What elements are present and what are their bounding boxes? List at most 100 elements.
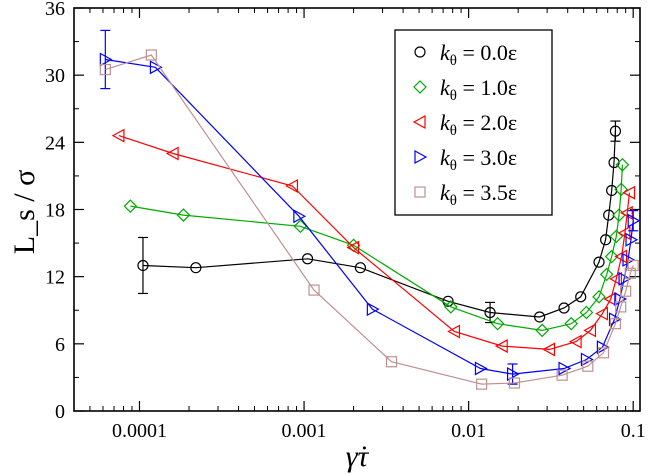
data-point <box>346 240 360 255</box>
y-axis-label: L_s / σ <box>8 170 41 255</box>
data-point <box>293 219 308 234</box>
series-line <box>105 58 634 375</box>
data-point <box>608 312 622 327</box>
data-point <box>99 63 111 76</box>
data-point <box>609 318 622 330</box>
series-line <box>118 135 631 351</box>
legend: kθ = 0.0ε kθ = 1.0ε kθ = 2.0ε kθ = 3.0ε kθ =… <box>394 29 553 216</box>
data-point <box>476 378 488 390</box>
series-line <box>142 131 616 318</box>
y-tick-label: 18 <box>45 200 65 222</box>
data-point <box>624 267 636 279</box>
data-point <box>474 361 488 376</box>
data-point <box>99 52 113 67</box>
data-point <box>612 208 626 222</box>
data-point <box>145 49 157 61</box>
series-2 <box>111 128 636 357</box>
y-tick-label: 36 <box>45 0 65 20</box>
data-point <box>620 285 632 297</box>
legend-entry: kθ = 1.0ε <box>440 75 517 104</box>
y-tick-label: 24 <box>45 132 65 154</box>
data-point <box>592 289 606 304</box>
y-tick-label: 30 <box>45 65 65 87</box>
data-point <box>618 271 632 286</box>
series-layer <box>99 29 641 390</box>
series-line <box>130 164 623 332</box>
data-point <box>123 199 138 213</box>
legend-box <box>394 29 553 216</box>
data-point <box>534 311 546 323</box>
data-point <box>558 302 570 314</box>
data-point <box>564 316 579 331</box>
x-tick-label: 0.01 <box>451 420 486 442</box>
data-point <box>444 300 458 314</box>
data-point <box>595 306 608 321</box>
data-point <box>149 60 163 75</box>
data-point <box>293 209 307 224</box>
x-tick-label: 0.1 <box>621 420 646 442</box>
data-point <box>609 125 622 137</box>
data-point <box>614 249 628 264</box>
data-point <box>542 342 556 357</box>
axis-ticks: 0 6 12 18 24 30 36 0.0001 0.001 0.01 0.1 <box>45 0 646 442</box>
data-point <box>582 360 594 372</box>
data-point <box>625 232 639 247</box>
data-point <box>558 361 572 376</box>
data-point <box>575 291 587 303</box>
legend-marker <box>414 186 426 198</box>
legend-entry: kθ = 2.0ε <box>440 110 517 139</box>
x-tick-label: 0.001 <box>282 420 327 442</box>
data-point <box>603 292 617 307</box>
data-point <box>627 213 641 228</box>
legend-marker <box>412 114 426 130</box>
data-point <box>506 367 520 382</box>
data-point <box>593 256 605 268</box>
series-3 <box>99 29 641 385</box>
legend-marker <box>414 149 428 165</box>
data-point <box>615 301 627 313</box>
data-point <box>447 324 461 339</box>
y-tick-label: 0 <box>55 401 65 423</box>
data-point <box>615 157 630 172</box>
data-point <box>579 305 594 320</box>
data-point <box>308 284 320 296</box>
y-tick-label: 6 <box>55 334 65 356</box>
data-point <box>535 323 550 338</box>
data-point <box>490 316 505 331</box>
x-tick-label: 0.0001 <box>112 420 167 442</box>
x-axis-label-text: γ̇τ <box>346 440 370 473</box>
data-point <box>614 182 628 197</box>
x-axis-label: γ̇τ <box>346 440 370 473</box>
data-point <box>627 259 639 272</box>
data-point <box>619 205 633 220</box>
data-point <box>583 323 597 338</box>
data-point <box>354 262 367 274</box>
legend-entry: kθ = 0.0ε <box>440 40 517 69</box>
data-point <box>176 208 191 222</box>
data-point <box>301 253 314 265</box>
data-point <box>484 306 496 319</box>
data-point <box>609 271 622 286</box>
data-point <box>596 340 610 355</box>
data-point <box>165 146 179 161</box>
data-point <box>604 249 619 264</box>
data-point <box>580 352 594 367</box>
data-point <box>622 185 636 200</box>
series-line <box>105 54 634 385</box>
series-4 <box>99 49 639 390</box>
data-point <box>597 347 610 359</box>
data-point <box>508 377 521 389</box>
data-point <box>600 234 612 246</box>
data-point <box>137 259 149 272</box>
series-0 <box>137 120 622 324</box>
data-point <box>599 267 614 282</box>
y-tick-label: 12 <box>45 267 65 289</box>
data-point <box>190 262 202 274</box>
legend-marker <box>414 46 426 58</box>
legend-entry: kθ = 3.0ε <box>440 145 517 174</box>
data-point <box>568 334 582 349</box>
data-point <box>285 178 299 194</box>
data-point <box>617 225 631 241</box>
legend-marker <box>413 80 427 94</box>
